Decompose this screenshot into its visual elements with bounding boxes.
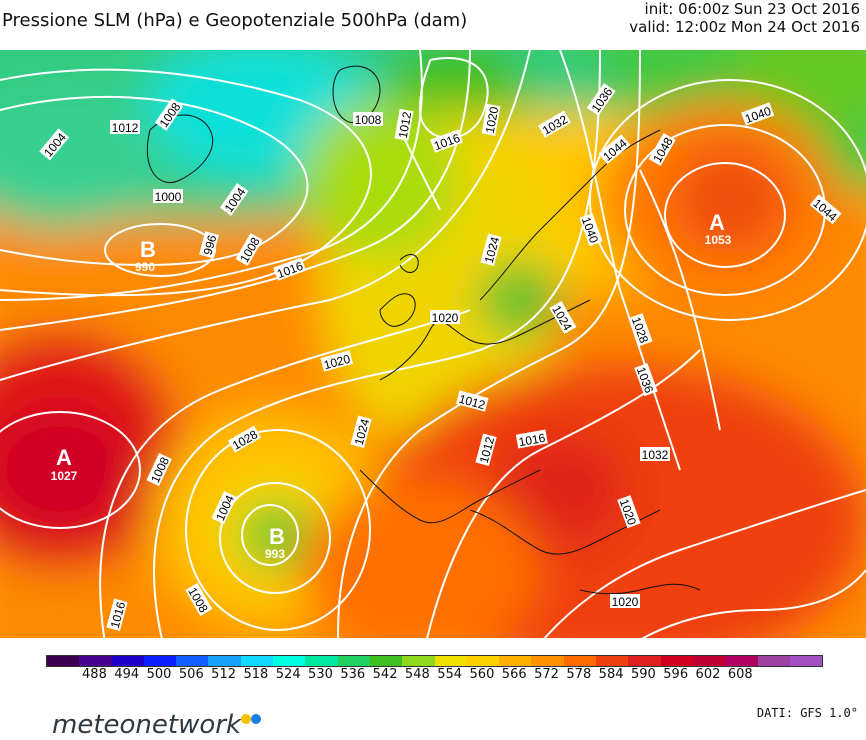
isobar-label: 1012 <box>457 392 487 413</box>
colorbar-swatch <box>369 656 403 666</box>
isobar-label: 1008 <box>355 113 382 127</box>
colorbar-tick-label: 512 <box>211 667 237 682</box>
isobar-label: 1016 <box>518 431 547 449</box>
high-center-letter: A <box>56 445 72 470</box>
high-center-value: 1053 <box>705 233 732 247</box>
colorbar-swatch <box>466 656 500 666</box>
colorbar-swatch <box>628 656 661 666</box>
colorbar-tick-label: 506 <box>178 667 204 682</box>
colorbar-swatch <box>176 656 209 666</box>
isobar-label: 1012 <box>112 121 139 135</box>
isobar-label: 1024 <box>352 417 373 447</box>
isobar-label: 1024 <box>482 235 503 265</box>
colorbar-swatch <box>208 656 241 666</box>
colorbar-swatch <box>563 656 597 666</box>
colorbar-swatch <box>660 656 693 666</box>
isobar-label: 1012 <box>396 110 414 139</box>
isobar-label: 996 <box>201 233 220 256</box>
isobar-label: 1012 <box>477 435 498 465</box>
isobar-label: 1020 <box>612 595 639 609</box>
colorbar-tick-label: 578 <box>566 667 592 682</box>
high-center-letter: A <box>709 210 725 235</box>
isobar-label: 1020 <box>322 352 352 373</box>
colorbar-tick-label: 536 <box>340 667 366 682</box>
colorbar-tick-label: 548 <box>404 667 430 682</box>
colorbar-tick-label: 524 <box>275 667 301 682</box>
coastlines <box>146 65 701 595</box>
colorbar-tick-label: 608 <box>727 667 753 682</box>
colorbar-ticks: 488 494 500 506 512 518 524 530 536 542 548 554 560 5… <box>46 667 821 687</box>
colorbar-tick-label: 554 <box>437 667 463 682</box>
colorbar-swatch <box>111 656 144 666</box>
colorbar-swatch <box>789 656 823 666</box>
colorbar-tick-label: 494 <box>114 667 140 682</box>
colorbar-swatch <box>305 656 338 666</box>
colorbar-swatch <box>757 656 790 666</box>
colorbar-tick-label: 500 <box>146 667 172 682</box>
colorbar-tick-label: 566 <box>501 667 527 682</box>
colorbar-tick-label: 530 <box>308 667 333 682</box>
colorbar-swatch <box>79 656 112 666</box>
colorbar-swatch <box>240 656 274 666</box>
colorbar-tick-label: 542 <box>372 667 398 682</box>
low-center-value: 990 <box>135 260 155 274</box>
colorbar-swatch <box>273 656 306 666</box>
colorbar-swatch <box>499 656 532 666</box>
run-info: init: 06:00z Sun 23 Oct 2016 valid: 12:0… <box>629 0 860 36</box>
pressure-centers: A 1027 B 993 B 990 A 1053 <box>51 210 732 561</box>
low-center-value: 993 <box>265 547 285 561</box>
colorbar-tick-label: 488 <box>82 667 107 682</box>
isobar-label: 1020 <box>483 105 501 134</box>
colorbar-swatch <box>531 656 564 666</box>
colorbar-swatch <box>725 656 758 666</box>
valid-time: valid: 12:00z Mon 24 Oct 2016 <box>629 18 860 36</box>
colorbar-tick-label: 572 <box>534 667 559 682</box>
logo-dot-blue <box>251 714 262 724</box>
logo-text: meteonetwork <box>52 710 242 740</box>
low-center-letter: B <box>140 237 156 262</box>
colorbar-swatch <box>47 656 80 666</box>
colorbar-tick-label: 518 <box>243 667 269 682</box>
colorbar-tick-label: 560 <box>469 667 495 682</box>
colorbar-swatch <box>434 656 467 666</box>
colorbar-swatch <box>143 656 177 666</box>
colorbar <box>46 655 823 667</box>
colorbar-swatch <box>596 656 629 666</box>
colorbar-swatch <box>402 656 435 666</box>
colorbar-swatch <box>337 656 370 666</box>
colorbar-swatch <box>692 656 726 666</box>
init-time: init: 06:00z Sun 23 Oct 2016 <box>644 0 860 18</box>
colorbar-tick-label: 590 <box>630 667 656 682</box>
isobar-label: 1000 <box>155 190 182 204</box>
colorbar-tick-label: 596 <box>663 667 689 682</box>
map-title: Pressione SLM (hPa) e Geopotenziale 500h… <box>2 10 468 31</box>
data-source: DATI: GFS 1.0° <box>756 706 858 720</box>
colorbar-tick-label: 602 <box>695 667 721 682</box>
meteonetwork-logo: meteonetwork <box>52 710 262 740</box>
isobar-label: 1020 <box>432 311 459 325</box>
colorbar-tick-label: 584 <box>598 667 624 682</box>
high-center-value: 1027 <box>51 469 78 483</box>
low-center-letter: B <box>269 524 285 549</box>
isobar-label: 1032 <box>642 448 669 462</box>
weather-map: 1004 1008 1012 1000 1004 996 1008 1016 1… <box>0 50 866 638</box>
logo-dot-yellow <box>241 714 252 724</box>
isobar-label: 1016 <box>108 600 129 630</box>
isobar-lines <box>0 50 866 638</box>
map-svg: 1004 1008 1012 1000 1004 996 1008 1016 1… <box>0 50 866 638</box>
